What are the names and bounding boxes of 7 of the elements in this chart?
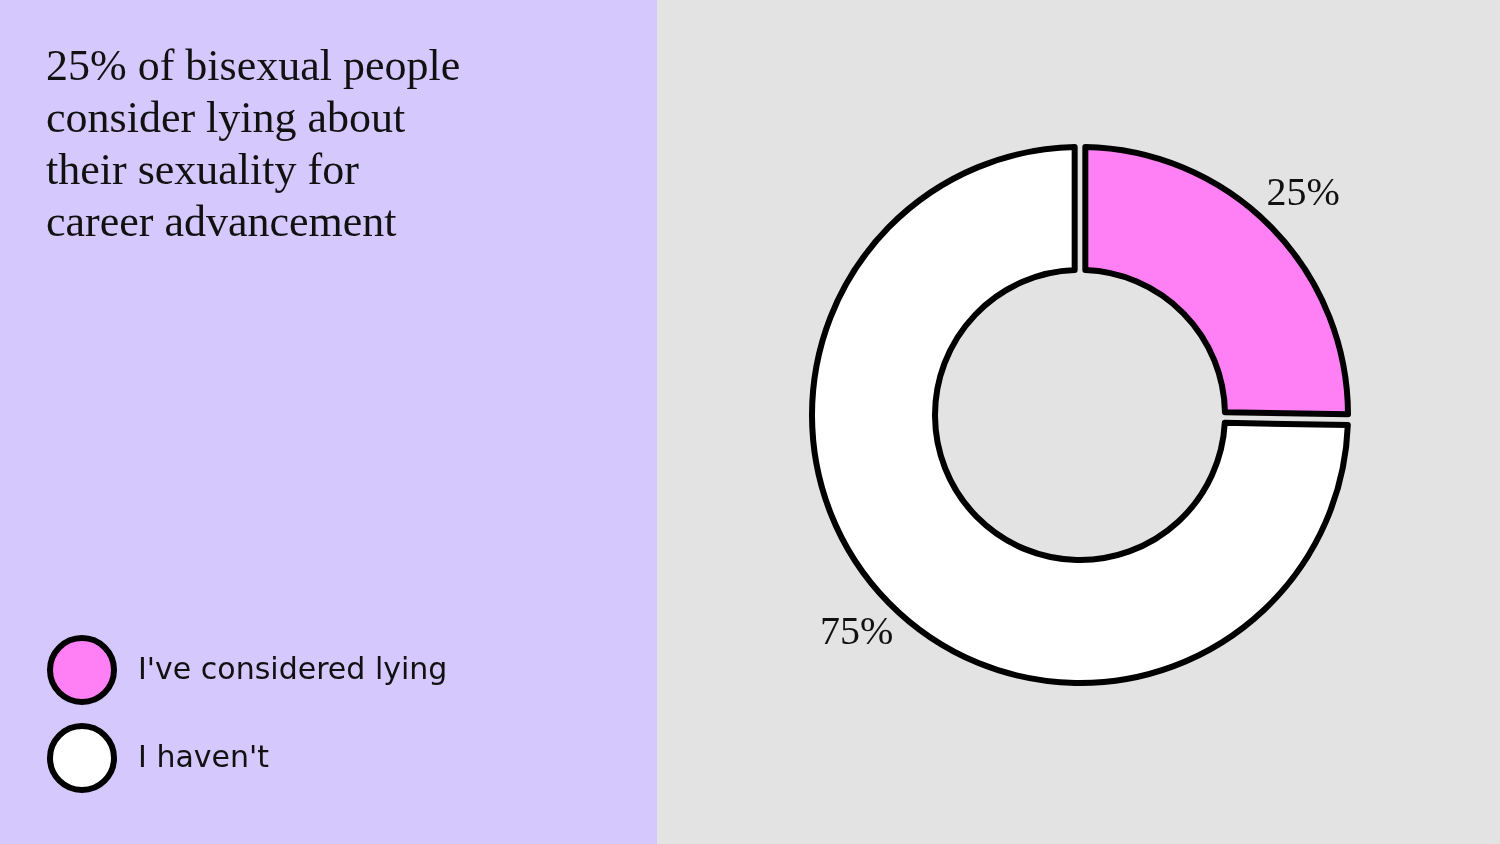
legend-label: I've considered lying: [138, 650, 448, 686]
data-label: 75%: [820, 607, 894, 653]
donut-slice: [809, 144, 1351, 686]
chart-title: 25% of bisexual people consider lying about their sexuality for career advancement: [46, 41, 461, 246]
legend-label: I haven't: [138, 738, 270, 774]
data-label: 25%: [1266, 168, 1340, 214]
donut-slice: [1082, 144, 1351, 418]
